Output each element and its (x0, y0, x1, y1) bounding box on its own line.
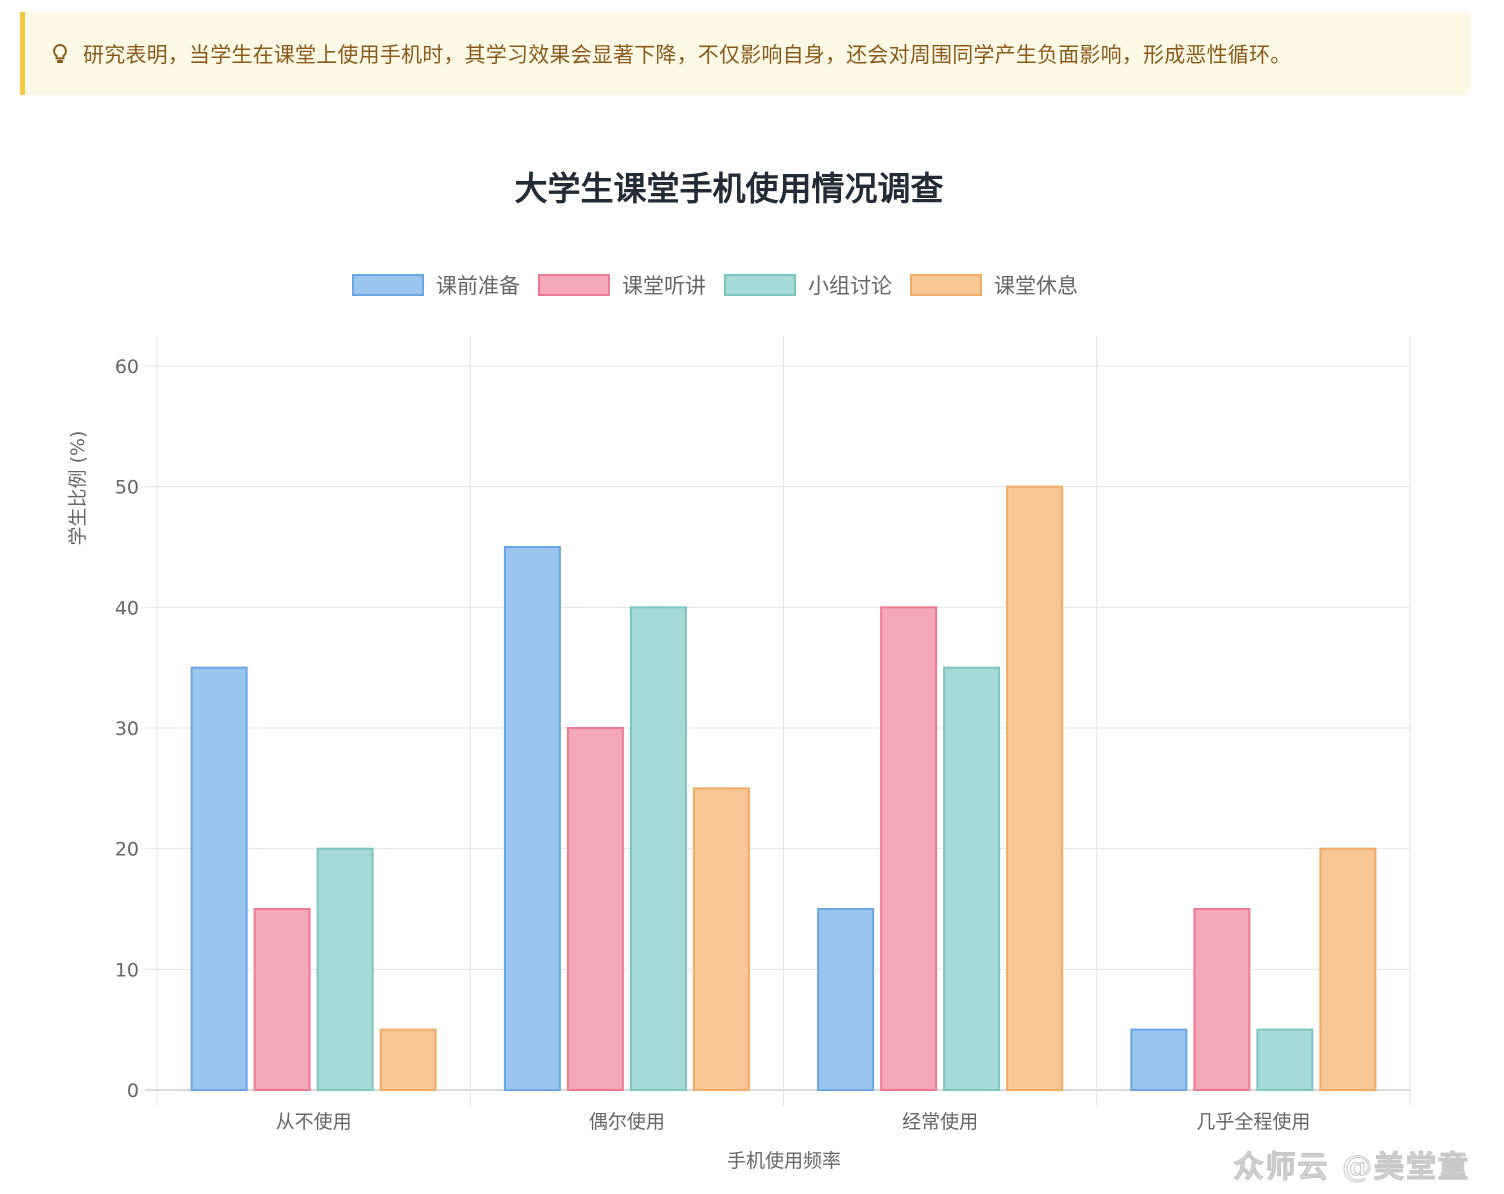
chart-legend: 课前准备 课堂听讲 小组讨论 课堂休息 (352, 270, 1096, 300)
bar[interactable] (1193, 908, 1251, 1091)
bar[interactable] (1319, 847, 1377, 1092)
legend-label: 课前准备 (436, 274, 520, 298)
legend-swatch-discussion (724, 274, 796, 296)
bar[interactable] (817, 908, 875, 1091)
bar[interactable] (629, 606, 687, 1091)
chart-grid (145, 336, 1411, 1106)
chart-title: 大学生课堂手机使用情况调查 (514, 169, 944, 208)
lightbulb-icon (53, 43, 67, 63)
x-tick-label: 几乎全程使用 (1196, 1111, 1310, 1133)
bar[interactable] (566, 727, 624, 1091)
y-axis-label: 学生比例 (%) (67, 431, 89, 546)
tip-banner: 研究表明，当学生在课堂上使用手机时，其学习效果会显著下降，不仅影响自身，还会对周… (20, 12, 1470, 95)
bar[interactable] (1130, 1028, 1188, 1091)
bar[interactable] (503, 546, 561, 1091)
chart-axes: 0 10 20 30 40 50 60 从不使用 偶尔使用 经常使用 几乎全程使用 (115, 356, 1311, 1133)
bar[interactable] (190, 666, 248, 1092)
legend-label: 小组讨论 (808, 274, 892, 298)
legend-item-lecture[interactable]: 课堂听讲 (538, 270, 706, 300)
x-tick-label: 从不使用 (276, 1111, 352, 1133)
legend-label: 课堂休息 (994, 274, 1078, 298)
x-axis-label: 手机使用频率 (727, 1150, 841, 1172)
y-tick-label: 30 (115, 718, 139, 740)
bar[interactable] (943, 666, 1001, 1092)
bar[interactable] (1006, 485, 1064, 1091)
legend-swatch-lecture (538, 274, 610, 296)
bar[interactable] (379, 1028, 437, 1091)
bar[interactable] (880, 606, 938, 1091)
watermark: 众师云 @美堂童 (1233, 1150, 1470, 1186)
tip-text: 研究表明，当学生在课堂上使用手机时，其学习效果会显著下降，不仅影响自身，还会对周… (83, 42, 1292, 67)
y-tick-label: 40 (115, 597, 139, 619)
y-tick-label: 10 (115, 959, 139, 981)
x-tick-label: 经常使用 (902, 1111, 978, 1133)
legend-item-prep[interactable]: 课前准备 (352, 270, 520, 300)
x-tick-label: 偶尔使用 (589, 1111, 665, 1133)
y-tick-label: 60 (115, 356, 139, 378)
legend-item-break[interactable]: 课堂休息 (910, 270, 1078, 300)
chart-bars (190, 485, 1377, 1092)
legend-swatch-break (910, 274, 982, 296)
legend-item-discussion[interactable]: 小组讨论 (724, 270, 892, 300)
bar[interactable] (253, 908, 311, 1091)
y-tick-label: 50 (115, 477, 139, 499)
y-tick-label: 0 (127, 1080, 139, 1102)
legend-swatch-prep (352, 274, 424, 296)
y-tick-label: 20 (115, 839, 139, 861)
bar[interactable] (1256, 1028, 1314, 1091)
legend-label: 课堂听讲 (622, 274, 706, 298)
bar[interactable] (316, 847, 374, 1092)
bar[interactable] (692, 787, 750, 1091)
